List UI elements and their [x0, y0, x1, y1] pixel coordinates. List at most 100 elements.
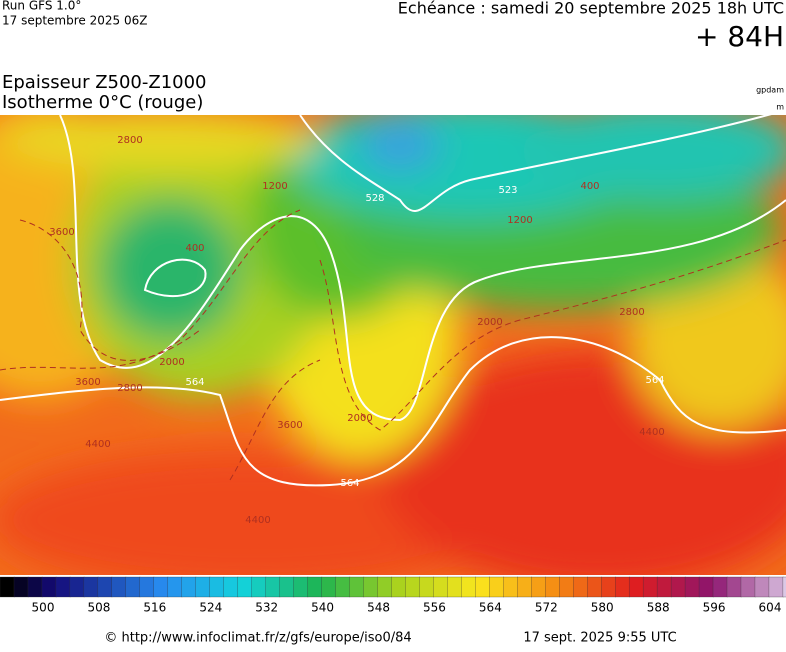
colorbar-swatch	[307, 576, 323, 598]
colorbar-swatch	[279, 576, 295, 598]
colorbar-swatch	[139, 576, 155, 598]
colorbar-swatch	[223, 576, 239, 598]
colorbar-swatch	[69, 576, 85, 598]
colorbar-swatch	[153, 576, 169, 598]
colorbar-swatch	[27, 576, 43, 598]
colorbar-swatch	[768, 576, 784, 598]
colorbar-swatch	[251, 576, 267, 598]
contour-label: 4400	[639, 427, 664, 438]
contour-label: 564	[340, 478, 359, 489]
colorbar-swatch	[125, 576, 141, 598]
colorbar-tick-label: 516	[143, 601, 166, 615]
map	[0, 115, 786, 575]
colorbar-swatch	[712, 576, 728, 598]
colorbar-swatch	[419, 576, 435, 598]
unit: gpdam	[756, 86, 784, 95]
colorbar-swatch	[545, 576, 560, 598]
colorbar-swatch	[237, 576, 253, 598]
contour-label: 4400	[245, 515, 270, 526]
colorbar-tick-label: 588	[647, 601, 670, 615]
echeance: Echéance : samedi 20 septembre 2025 18h …	[398, 0, 784, 18]
colorbar-swatch	[587, 576, 602, 598]
colorbar-swatch	[642, 576, 658, 598]
colorbar-swatch	[321, 576, 337, 598]
colorbar-swatch	[349, 576, 365, 598]
colorbar-swatch	[559, 576, 574, 598]
contour-label: 564	[645, 375, 664, 386]
colorbar-swatch	[615, 576, 630, 598]
colorbar-tick-label: 604	[759, 601, 782, 615]
colorbar-swatch	[475, 576, 490, 598]
colorbar-swatch	[531, 576, 546, 598]
colorbar-swatch	[209, 576, 225, 598]
contour-label: 2000	[159, 357, 184, 368]
colorbar-swatch	[628, 576, 644, 598]
contour-label: 2800	[619, 307, 644, 318]
colorbar-swatch	[726, 576, 742, 598]
colorbar-swatch	[461, 576, 476, 598]
colorbar-tick-label: 548	[367, 601, 390, 615]
colorbar-swatch	[97, 576, 113, 598]
colorbar-swatch	[167, 576, 183, 598]
colorbar-swatch	[363, 576, 379, 598]
colorbar-swatch	[684, 576, 700, 598]
colorbar-tick-label: 540	[311, 601, 334, 615]
colorbar-tick-label: 564	[479, 601, 502, 615]
issue-date: 17 sept. 2025 9:55 UTC	[523, 631, 676, 646]
model: Run GFS 1.0°	[2, 0, 81, 13]
contour-label: 400	[185, 243, 204, 254]
colorbar-swatch	[656, 576, 672, 598]
colorbar-swatch	[447, 576, 463, 598]
colorbar-swatch	[377, 576, 393, 598]
colorbar-swatch	[41, 576, 57, 598]
colorbar-tick-label: 532	[255, 601, 278, 615]
contour-label: 3600	[75, 377, 100, 388]
colorbar-swatch	[293, 576, 309, 598]
contour-label: 3600	[49, 227, 74, 238]
colorbar-swatch	[111, 576, 127, 598]
contour-label: 528	[365, 193, 384, 204]
contour-label: 400	[580, 181, 599, 192]
contour-label: 2800	[117, 135, 142, 146]
contour-label: 523	[498, 185, 517, 196]
lead-time: + 84H	[695, 20, 784, 53]
contour-label: 3600	[277, 420, 302, 431]
colorbar: 500 508 516 524 532 540 548 556 564 572 580 588 596 6…	[0, 576, 786, 615]
unit: m	[776, 103, 784, 112]
colorbar-swatch	[670, 576, 686, 598]
colorbar-tick-label: 500	[32, 601, 55, 615]
colorbar-swatch	[13, 576, 29, 598]
colorbar-tick-label: 508	[87, 601, 110, 615]
colorbar-swatch	[698, 576, 714, 598]
colorbar-swatch	[782, 576, 786, 598]
colorbar-tick-label: 556	[423, 601, 446, 615]
colorbar-swatch	[391, 576, 407, 598]
colorbar-tick-label: 596	[703, 601, 726, 615]
contour-label: 2000	[347, 413, 372, 424]
colorbar-swatch	[433, 576, 449, 598]
contour-label: 2000	[477, 317, 502, 328]
colorbar-swatch	[55, 576, 71, 598]
contour-label: 1200	[262, 181, 287, 192]
title: Epaisseur Z500-Z1000	[2, 72, 207, 93]
subtitle: Isotherme 0°C (rouge)	[2, 92, 203, 113]
colorbar-swatch	[754, 576, 770, 598]
colorbar-swatch	[405, 576, 421, 598]
colorbar-swatch	[83, 576, 99, 598]
colorbar-swatch	[601, 576, 616, 598]
run: 17 septembre 2025 06Z	[2, 14, 147, 28]
contour-label: 1200	[507, 215, 532, 226]
colorbar-tick-label: 524	[199, 601, 222, 615]
colorbar-swatch	[517, 576, 532, 598]
colorbar-swatch	[265, 576, 281, 598]
contour-label: 4400	[85, 439, 110, 450]
contour-label: 564	[185, 377, 204, 388]
colorbar-swatch	[740, 576, 756, 598]
colorbar-swatch	[503, 576, 518, 598]
contour-labels: 528 523 564 564 564 3600 3600 3600 2800 2800 2800 2…	[49, 135, 664, 526]
colorbar-swatch	[0, 576, 15, 598]
colorbar-swatch	[335, 576, 351, 598]
colorbar-tick-label: 580	[591, 601, 614, 615]
colorbar-tick-label: 572	[535, 601, 558, 615]
